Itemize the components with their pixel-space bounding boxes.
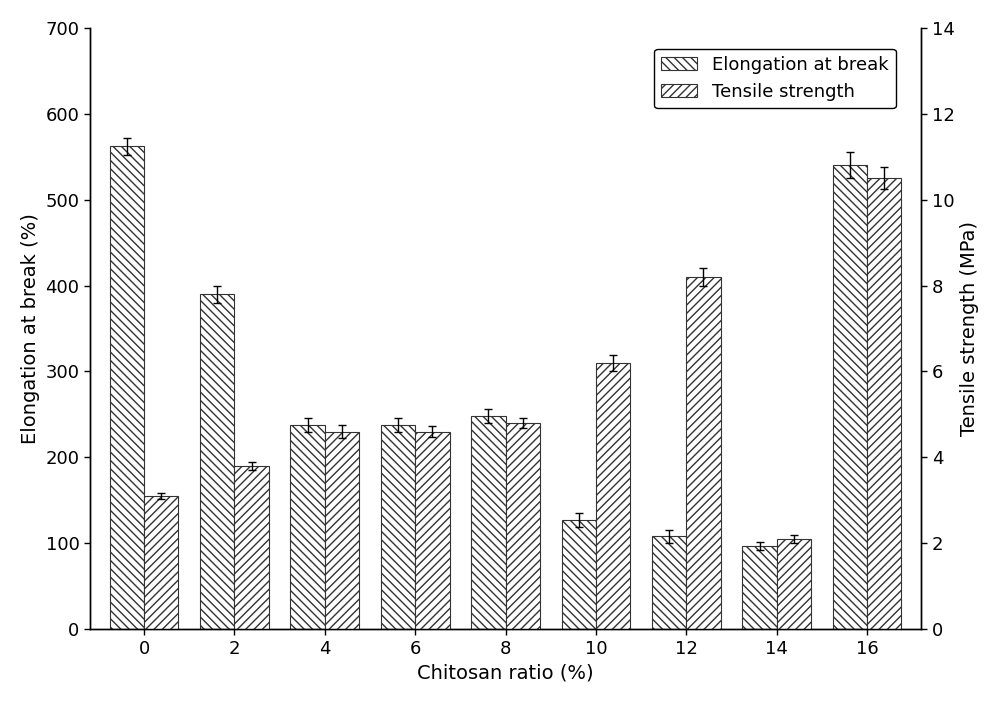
Bar <box>686 277 721 629</box>
X-axis label: Chitosan ratio (%): Chitosan ratio (%) <box>417 663 594 682</box>
Y-axis label: Tensile strength (MPa): Tensile strength (MPa) <box>960 221 979 436</box>
Bar <box>833 165 867 629</box>
Bar <box>110 146 144 629</box>
Bar <box>506 423 540 629</box>
Legend: Elongation at break, Tensile strength: Elongation at break, Tensile strength <box>654 49 896 108</box>
Y-axis label: Elongation at break (%): Elongation at break (%) <box>21 213 40 444</box>
Bar <box>652 536 686 629</box>
Bar <box>596 363 630 629</box>
Bar <box>234 466 269 629</box>
Bar <box>144 496 178 629</box>
Bar <box>200 294 234 629</box>
Bar <box>562 520 596 629</box>
Bar <box>415 432 450 629</box>
Bar <box>742 546 777 629</box>
Bar <box>381 425 415 629</box>
Bar <box>777 539 811 629</box>
Bar <box>471 416 506 629</box>
Bar <box>290 425 325 629</box>
Bar <box>325 432 359 629</box>
Bar <box>867 178 901 629</box>
